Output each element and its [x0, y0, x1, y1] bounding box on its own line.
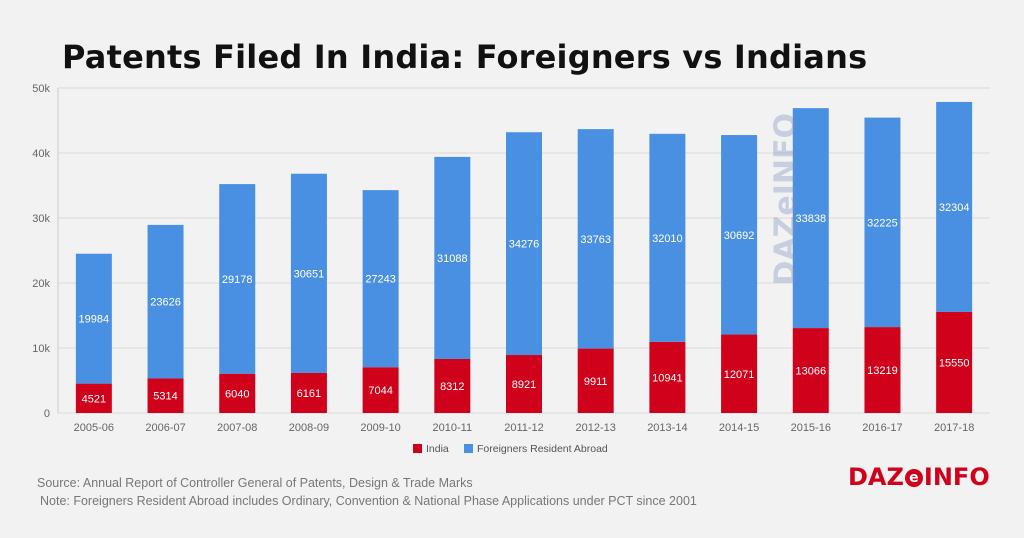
data-label-foreign: 34276: [509, 239, 540, 251]
y-tick-label: 20k: [32, 278, 50, 290]
bar-foreign: [147, 224, 184, 379]
bar-india: [721, 334, 758, 413]
bar-india: [577, 348, 614, 413]
logo-e-icon: e: [904, 469, 923, 487]
watermark-text: DAZeINFO: [768, 113, 804, 286]
x-tick-label: 2014-15: [719, 422, 759, 434]
bar-india: [219, 373, 256, 413]
data-label-india: 8921: [512, 379, 536, 391]
bar-foreign: [434, 156, 471, 359]
bar-india: [434, 358, 471, 413]
bar-india: [792, 328, 829, 413]
y-tick-label: 50k: [32, 83, 50, 95]
data-label-india: 13066: [795, 366, 826, 378]
data-label-india: 6161: [297, 388, 321, 400]
data-label-india: 15550: [939, 357, 970, 369]
chart-title: Patents Filed In India: Foreigners vs In…: [62, 38, 868, 76]
bar-india: [506, 355, 542, 413]
footnote: Note: Foreigners Resident Abroad include…: [40, 494, 697, 508]
data-label-foreign: 32304: [939, 202, 970, 214]
x-tick-label: 2006-07: [145, 422, 185, 434]
legend-label-india: India: [426, 443, 449, 455]
bar-foreign: [649, 133, 686, 342]
y-tick-label: 10k: [32, 343, 50, 355]
logo-text-left: DAZ: [848, 463, 904, 491]
bar-india: [649, 341, 686, 413]
bar-foreign: [577, 129, 614, 349]
data-label-foreign: 23626: [150, 297, 181, 309]
x-tick-label: 2005-06: [74, 422, 114, 434]
data-label-india: 7044: [368, 385, 392, 397]
logo-text-right: INFO: [923, 463, 990, 491]
bar-foreign: [75, 253, 112, 384]
x-tick-label: 2017-18: [934, 422, 974, 434]
data-label-india: 12071: [724, 369, 755, 381]
x-tick-label: 2015-16: [791, 422, 831, 434]
x-tick-label: 2011-12: [504, 422, 544, 434]
x-tick-label: 2010-11: [433, 422, 473, 434]
bar-india: [362, 367, 399, 413]
bar-foreign: [362, 190, 399, 368]
data-label-india: 13219: [867, 365, 898, 377]
x-tick-label: 2008-09: [289, 422, 329, 434]
legend-label-foreign: Foreigners Resident Abroad: [477, 443, 608, 455]
bar-foreign: [219, 184, 256, 374]
bar-india: [290, 372, 327, 413]
data-label-foreign: 32010: [652, 233, 683, 245]
data-label-foreign: 27243: [365, 274, 396, 286]
bar-foreign: [792, 108, 829, 329]
bar-foreign: [506, 132, 542, 356]
data-label-india: 8312: [440, 381, 464, 393]
dazeinfo-logo: DAZ e INFO: [848, 463, 990, 491]
legend-swatch-foreign: [464, 444, 473, 453]
data-label-india: 10941: [652, 372, 683, 384]
bar-india: [75, 383, 112, 413]
data-label-foreign: 33763: [580, 234, 611, 246]
data-label-india: 5314: [153, 391, 177, 403]
bar-foreign: [936, 101, 973, 312]
bar-foreign: [864, 117, 901, 328]
data-label-foreign: 30692: [724, 230, 755, 242]
x-tick-label: 2013-14: [647, 422, 687, 434]
x-tick-label: 2009-10: [360, 422, 400, 434]
y-tick-label: 40k: [32, 148, 50, 160]
x-tick-label: 2007-08: [217, 422, 257, 434]
data-label-foreign: 31088: [437, 253, 468, 265]
legend-swatch-india: [413, 444, 422, 453]
data-label-india: 6040: [225, 388, 249, 400]
data-label-foreign: 32225: [867, 217, 898, 229]
bar-india: [936, 311, 973, 413]
y-tick-label: 30k: [32, 213, 50, 225]
x-tick-label: 2016-17: [862, 422, 902, 434]
data-label-foreign: 30651: [294, 268, 325, 280]
x-tick-label: 2012-13: [576, 422, 616, 434]
data-label-foreign: 33838: [795, 213, 826, 225]
bar-india: [147, 378, 184, 413]
source-note: Source: Annual Report of Controller Gene…: [37, 476, 473, 490]
bar-india: [864, 327, 901, 413]
data-label-foreign: 19984: [79, 314, 110, 326]
data-label-foreign: 29178: [222, 274, 253, 286]
data-label-india: 9911: [584, 376, 608, 388]
y-tick-label: 0: [44, 408, 50, 420]
bar-foreign: [290, 173, 327, 373]
bar-foreign: [721, 135, 758, 335]
data-label-india: 4521: [82, 393, 106, 405]
